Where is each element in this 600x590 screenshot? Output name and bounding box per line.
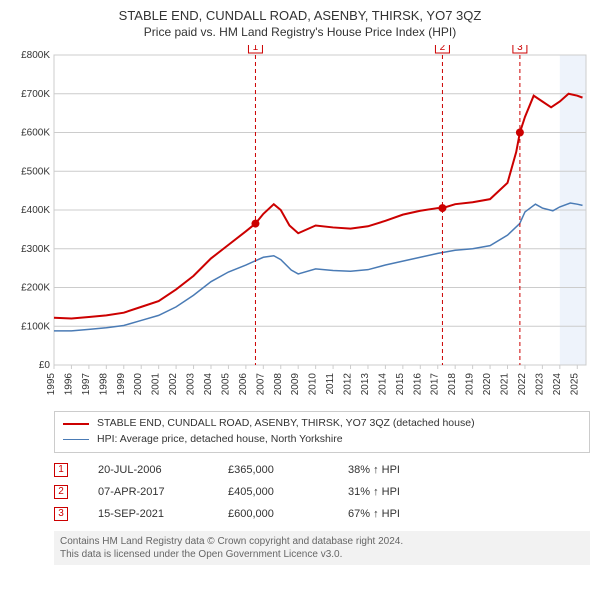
svg-text:£700K: £700K: [21, 89, 50, 100]
legend-row-2: HPI: Average price, detached house, Nort…: [63, 432, 581, 448]
chart-subtitle: Price paid vs. HM Land Registry's House …: [6, 25, 594, 39]
legend-swatch-2: [63, 439, 89, 440]
event-point-2: [438, 204, 446, 212]
svg-text:1995: 1995: [46, 373, 57, 396]
svg-text:2025: 2025: [569, 373, 580, 396]
chart-plot: £0 £100K £200K £300K £400K £500K £600K £700K £80…: [6, 45, 594, 405]
event-date-1: 20-JUL-2006: [98, 464, 198, 476]
svg-text:1998: 1998: [98, 373, 109, 396]
chart-svg: £0 £100K £200K £300K £400K £500K £600K £700K £80…: [6, 45, 594, 405]
event-row-badge-1: 1: [54, 463, 68, 477]
svg-text:2004: 2004: [203, 373, 214, 396]
event-point-1: [251, 220, 259, 228]
footer-line-2: This data is licensed under the Open Gov…: [60, 548, 584, 561]
event-row-1: 1 20-JUL-2006 £365,000 38% ↑ HPI: [54, 459, 590, 481]
event-row-2: 2 07-APR-2017 £405,000 31% ↑ HPI: [54, 481, 590, 503]
event-badge-num-1: 1: [253, 45, 259, 53]
svg-text:£100K: £100K: [21, 321, 50, 332]
svg-text:2014: 2014: [377, 373, 388, 396]
event-price-2: £405,000: [228, 486, 318, 498]
svg-text:£800K: £800K: [21, 50, 50, 61]
svg-text:2012: 2012: [343, 373, 354, 396]
svg-text:2000: 2000: [133, 373, 144, 396]
svg-text:£400K: £400K: [21, 205, 50, 216]
svg-text:2011: 2011: [325, 373, 336, 395]
svg-text:2010: 2010: [308, 373, 319, 396]
event-price-3: £600,000: [228, 508, 318, 520]
svg-text:2015: 2015: [395, 373, 406, 396]
event-badge-num-2: 2: [440, 45, 446, 53]
svg-text:2016: 2016: [412, 373, 423, 396]
event-row-badge-2: 2: [54, 485, 68, 499]
event-row-badge-3: 3: [54, 507, 68, 521]
svg-text:£600K: £600K: [21, 128, 50, 139]
svg-text:£0: £0: [39, 360, 51, 371]
event-delta-2: 31% ↑ HPI: [348, 486, 468, 498]
series-line-1: [54, 94, 583, 319]
svg-text:2024: 2024: [552, 373, 563, 396]
svg-text:2009: 2009: [290, 373, 301, 396]
svg-text:2007: 2007: [255, 373, 266, 396]
event-row-3: 3 15-SEP-2021 £600,000 67% ↑ HPI: [54, 503, 590, 525]
svg-text:2017: 2017: [430, 373, 441, 396]
svg-text:2020: 2020: [482, 373, 493, 396]
svg-text:2002: 2002: [168, 373, 179, 396]
event-price-1: £365,000: [228, 464, 318, 476]
svg-text:1997: 1997: [81, 373, 92, 396]
svg-text:1999: 1999: [116, 373, 127, 396]
chart-container: { "title": "STABLE END, CUNDALL ROAD, AS…: [0, 0, 600, 590]
svg-text:£200K: £200K: [21, 283, 50, 294]
event-delta-3: 67% ↑ HPI: [348, 508, 468, 520]
footer-attribution: Contains HM Land Registry data © Crown c…: [54, 531, 590, 565]
svg-text:2005: 2005: [220, 373, 231, 396]
legend-label-1: STABLE END, CUNDALL ROAD, ASENBY, THIRSK…: [97, 416, 475, 432]
svg-text:2003: 2003: [186, 373, 197, 396]
svg-text:2008: 2008: [273, 373, 284, 396]
events-table: 1 20-JUL-2006 £365,000 38% ↑ HPI 2 07-APR-201…: [54, 459, 590, 525]
svg-text:2019: 2019: [465, 373, 476, 396]
event-badge-num-3: 3: [517, 45, 523, 53]
svg-text:£300K: £300K: [21, 244, 50, 255]
svg-text:2001: 2001: [151, 373, 162, 396]
chart-title: STABLE END, CUNDALL ROAD, ASENBY, THIRSK…: [6, 8, 594, 23]
svg-text:£500K: £500K: [21, 166, 50, 177]
svg-text:2013: 2013: [360, 373, 371, 396]
legend-label-2: HPI: Average price, detached house, Nort…: [97, 432, 343, 448]
svg-text:2018: 2018: [447, 373, 458, 396]
event-date-2: 07-APR-2017: [98, 486, 198, 498]
svg-text:2022: 2022: [517, 373, 528, 396]
series-line-2: [54, 203, 583, 331]
footer-line-1: Contains HM Land Registry data © Crown c…: [60, 535, 584, 548]
svg-text:2006: 2006: [238, 373, 249, 396]
svg-text:2021: 2021: [500, 373, 511, 396]
event-date-3: 15-SEP-2021: [98, 508, 198, 520]
legend-swatch-1: [63, 423, 89, 425]
event-delta-1: 38% ↑ HPI: [348, 464, 468, 476]
legend-row-1: STABLE END, CUNDALL ROAD, ASENBY, THIRSK…: [63, 416, 581, 432]
svg-text:1996: 1996: [63, 373, 74, 396]
svg-text:2023: 2023: [534, 373, 545, 396]
event-point-3: [516, 129, 524, 137]
legend: STABLE END, CUNDALL ROAD, ASENBY, THIRSK…: [54, 411, 590, 453]
